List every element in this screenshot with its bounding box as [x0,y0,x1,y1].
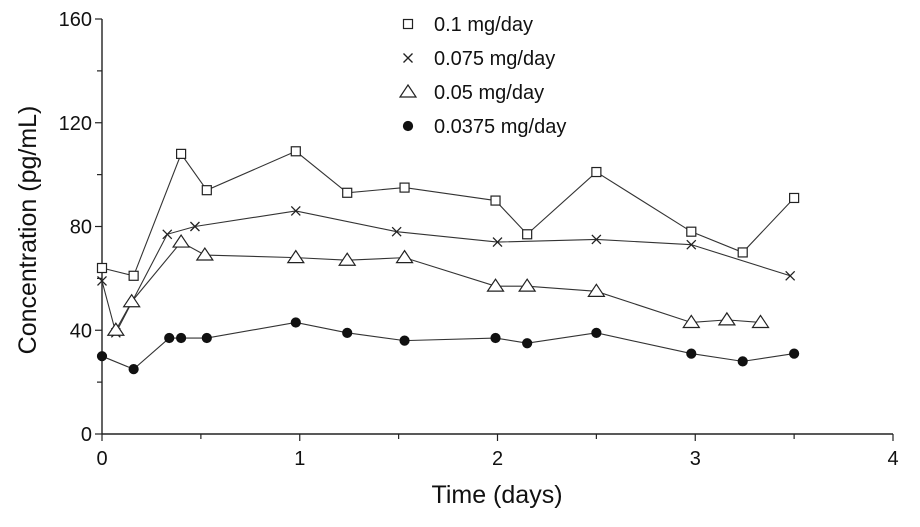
y-tick-label: 160 [59,9,92,31]
data-point [96,351,108,362]
data-point [128,364,139,375]
legend-label: 0.075 mg/day [434,48,555,70]
data-point [686,226,697,237]
data-point [176,148,187,159]
x-tick-label: 2 [492,448,503,470]
data-point [286,249,305,264]
legend-label: 0.0375 mg/day [434,116,566,138]
data-point [717,311,737,326]
data-point [290,146,301,157]
data-point [490,332,501,344]
data-point [751,314,770,329]
data-point [518,278,537,292]
data-point [164,332,175,344]
y-tick-label: 120 [59,113,92,135]
data-point [338,252,357,266]
data-point [162,229,173,240]
series-0-0375-mg-day [96,317,800,375]
data-point [686,239,697,250]
data-point [522,229,533,240]
data-point [97,276,107,286]
legend-label: 0.05 mg/day [434,82,544,104]
data-point [785,270,796,281]
legend-item: 0.0375 mg/day [402,116,566,138]
legend: 0.1 mg/day 0.075 mg/day 0.05 mg/day 0.0375 … [398,14,566,138]
data-point [399,182,410,193]
data-point [492,237,503,248]
series-0-1-mg-day [96,146,800,281]
data-point [195,246,214,261]
x-axis-title: Time (days) [431,481,562,509]
legend-marker [403,53,413,63]
y-axis-title: Concentration (pg/mL) [14,106,42,355]
data-point [201,185,212,196]
legend-item: 0.1 mg/day [402,14,533,36]
x-tick-label: 4 [887,448,898,470]
data-point [486,278,505,292]
series-line [101,210,791,335]
legend-item: 0.075 mg/day [403,48,555,70]
data-point [686,348,697,359]
data-point [96,262,108,274]
data-point [128,270,139,281]
data-point [342,327,353,338]
legend-label: 0.1 mg/day [434,14,533,36]
data-point [789,192,800,204]
data-point [201,332,212,344]
data-point [290,317,301,328]
data-point [391,226,402,237]
data-point [682,314,701,329]
data-point [591,327,602,338]
series-0-05-mg-day [106,233,770,336]
legend-marker [398,83,418,98]
data-point [176,332,187,344]
legend-item: 0.05 mg/day [398,82,544,104]
data-point [189,221,200,232]
y-tick-label: 40 [70,320,92,342]
legend-marker [402,120,414,132]
data-point [290,205,301,216]
x-tick-label: 1 [294,448,305,470]
y-tick-label: 80 [70,217,92,239]
data-point [737,247,748,258]
data-point [122,293,141,308]
data-point [587,283,606,297]
series-line [115,241,761,331]
data-point [737,356,748,367]
data-point [490,195,501,206]
y-tick-label: 0 [81,424,92,446]
data-point [106,322,125,336]
x-tick-label: 0 [96,448,107,470]
series-line [101,321,795,370]
series-layer [96,146,800,375]
data-point [399,335,410,346]
data-point [171,233,191,248]
x-tick-label: 3 [690,448,701,470]
data-point [522,338,533,349]
data-point [591,234,602,245]
data-point [591,166,602,178]
legend-marker [402,18,414,30]
data-point [789,348,800,359]
data-point [342,187,353,198]
data-point [395,249,414,264]
